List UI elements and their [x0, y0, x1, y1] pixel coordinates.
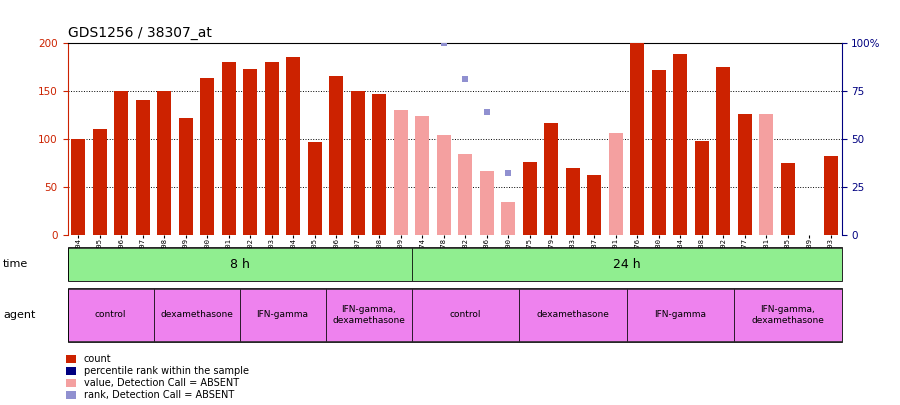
Bar [411, 248, 842, 281]
Bar [652, 70, 666, 235]
Bar [68, 289, 154, 341]
Text: IFN-gamma,
dexamethasone: IFN-gamma, dexamethasone [752, 305, 824, 324]
Bar [154, 289, 239, 341]
Text: 24 h: 24 h [613, 258, 640, 271]
Bar [239, 289, 326, 341]
Bar [265, 62, 279, 235]
Bar [243, 70, 257, 235]
Bar [630, 43, 644, 235]
Bar [68, 248, 411, 281]
Bar [201, 78, 214, 235]
Bar [738, 114, 752, 235]
Bar [519, 289, 626, 341]
Bar [734, 289, 842, 341]
Bar [411, 289, 519, 341]
Bar [436, 135, 451, 235]
Bar [179, 117, 193, 235]
Text: agent: agent [3, 310, 35, 320]
Bar [544, 123, 558, 235]
Bar [158, 91, 171, 235]
Bar [695, 141, 708, 235]
Bar [286, 57, 301, 235]
Bar [221, 62, 236, 235]
Text: time: time [3, 259, 28, 269]
Bar [308, 142, 321, 235]
Bar [501, 202, 515, 235]
Bar [608, 133, 623, 235]
Legend: count, percentile rank within the sample, value, Detection Call = ABSENT, rank, : count, percentile rank within the sample… [66, 354, 248, 400]
Bar [566, 168, 580, 235]
Text: control: control [94, 310, 126, 320]
Bar [394, 110, 408, 235]
Bar [114, 91, 128, 235]
Text: IFN-gamma: IFN-gamma [256, 310, 309, 320]
Text: IFN-gamma,
dexamethasone: IFN-gamma, dexamethasone [332, 305, 405, 324]
Text: dexamethasone: dexamethasone [160, 310, 233, 320]
Bar [93, 129, 107, 235]
Bar [351, 91, 364, 235]
Bar [326, 289, 411, 341]
Bar [673, 54, 688, 235]
Bar [760, 114, 773, 235]
Bar [373, 94, 386, 235]
Bar [626, 289, 734, 341]
Bar [329, 76, 343, 235]
Bar [458, 154, 473, 235]
Text: control: control [449, 310, 481, 320]
Text: 8 h: 8 h [230, 258, 249, 271]
Bar [824, 156, 838, 235]
Bar [415, 116, 429, 235]
Text: IFN-gamma: IFN-gamma [654, 310, 706, 320]
Bar [71, 139, 86, 235]
Text: GDS1256 / 38307_at: GDS1256 / 38307_at [68, 26, 211, 40]
Bar [781, 163, 795, 235]
Bar [480, 171, 494, 235]
Text: dexamethasone: dexamethasone [536, 310, 609, 320]
Bar [588, 175, 601, 235]
Bar [716, 66, 730, 235]
Bar [136, 100, 149, 235]
Bar [523, 162, 536, 235]
